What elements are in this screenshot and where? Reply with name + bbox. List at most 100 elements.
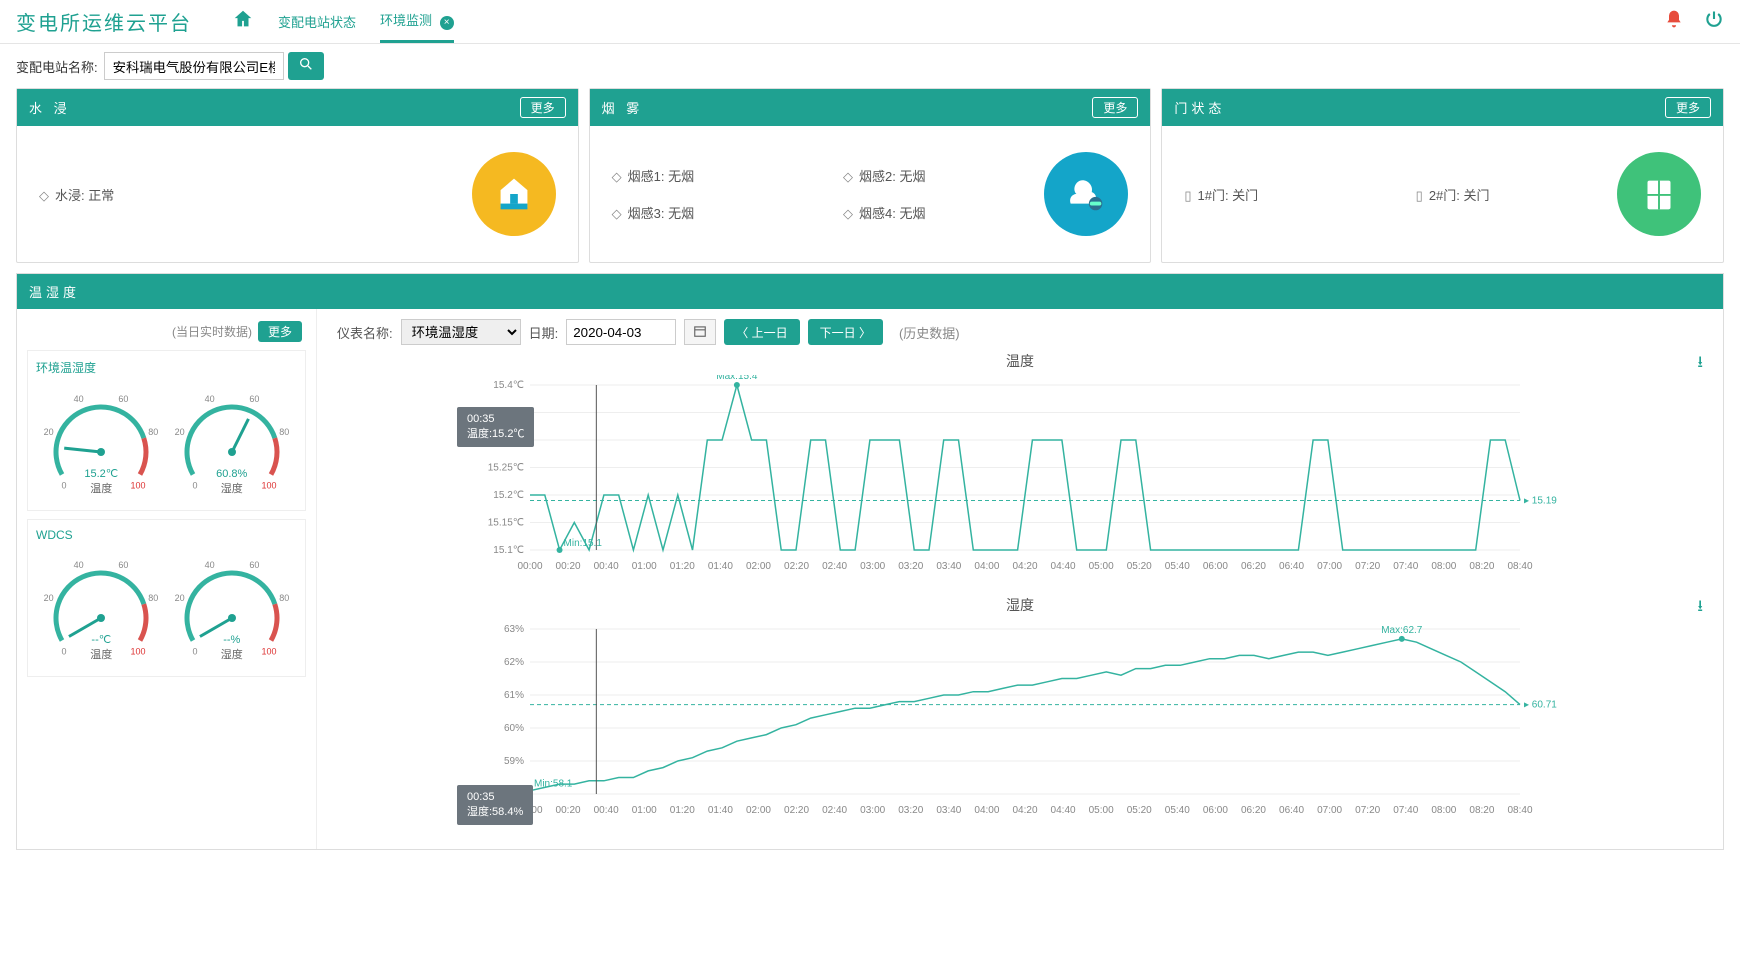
svg-text:04:40: 04:40: [1051, 805, 1076, 816]
svg-text:01:20: 01:20: [670, 805, 695, 816]
card-temp-humidity: 温湿度 (当日实时数据) 更多 环境温湿度 20406080 0 100 15.…: [16, 273, 1724, 850]
svg-text:15.4℃: 15.4℃: [493, 380, 524, 391]
topbar: 变电所运维云平台 变配电站状态 环境监测 ×: [0, 0, 1740, 44]
svg-text:60: 60: [119, 560, 129, 570]
card-smoke: 烟 雾 更多 ◇烟感1: 无烟 ◇烟感2: 无烟 ◇烟感3: 无烟 ◇烟感4: …: [589, 88, 1152, 263]
home-icon[interactable]: [232, 8, 254, 36]
svg-text:00:40: 00:40: [594, 805, 619, 816]
door-1: ▯1#门: 关门: [1184, 185, 1385, 204]
meter-select[interactable]: 环境温湿度: [401, 319, 521, 345]
svg-text:05:20: 05:20: [1127, 805, 1152, 816]
svg-text:07:20: 07:20: [1355, 805, 1380, 816]
chart-column: 仪表名称: 环境温湿度 日期: 〈 上一日 下一日 〉 (历史数据) 温度 ⭳ …: [317, 309, 1723, 849]
svg-text:06:00: 06:00: [1203, 805, 1228, 816]
svg-text:08:40: 08:40: [1507, 561, 1532, 572]
gauge-wdcs-title: WDCS: [36, 528, 297, 542]
hum-chart: 湿度 ⭳ 63%62%61%60%59%58%00:0000:2000:4001…: [337, 595, 1703, 819]
card-water-more[interactable]: 更多: [520, 97, 566, 118]
close-tab-icon[interactable]: ×: [440, 16, 454, 30]
tab-station-status[interactable]: 变配电站状态: [278, 2, 356, 41]
flame-icon: ◇: [843, 206, 853, 221]
svg-text:15.2℃: 15.2℃: [493, 490, 524, 501]
smoke-3: ◇烟感3: 无烟: [612, 203, 813, 222]
svg-text:00:00: 00:00: [517, 805, 542, 816]
gauge-more[interactable]: 更多: [258, 321, 302, 342]
gauge-env-temp: 20406080 0 100 15.2℃温度: [36, 382, 166, 502]
card-smoke-more[interactable]: 更多: [1092, 97, 1138, 118]
svg-text:07:00: 07:00: [1317, 805, 1342, 816]
gauge-wdcs-temp: 20406080 0 100 --℃温度: [36, 548, 166, 668]
svg-text:04:00: 04:00: [974, 805, 999, 816]
station-name-input[interactable]: [104, 52, 284, 80]
svg-text:02:40: 02:40: [822, 561, 847, 572]
svg-text:05:40: 05:40: [1165, 805, 1190, 816]
card-door-title: 门状态: [1174, 98, 1225, 117]
svg-text:Max:62.7: Max:62.7: [1381, 625, 1423, 636]
svg-text:02:40: 02:40: [822, 805, 847, 816]
svg-text:40: 40: [204, 560, 214, 570]
calendar-button[interactable]: [684, 319, 716, 345]
power-icon[interactable]: [1704, 9, 1724, 35]
svg-text:Max:15.4: Max:15.4: [716, 375, 758, 382]
svg-text:08:20: 08:20: [1469, 805, 1494, 816]
card-water-title: 水 浸: [29, 98, 71, 117]
svg-text:04:20: 04:20: [1012, 561, 1037, 572]
flame-icon: ◇: [612, 169, 622, 184]
download-icon[interactable]: ⭳: [1697, 595, 1703, 622]
svg-text:80: 80: [279, 593, 289, 603]
svg-text:02:20: 02:20: [784, 805, 809, 816]
svg-text:20: 20: [44, 427, 54, 437]
svg-text:00:00: 00:00: [517, 561, 542, 572]
svg-text:04:40: 04:40: [1051, 561, 1076, 572]
svg-text:Min:58.1: Min:58.1: [534, 779, 573, 790]
svg-text:60: 60: [249, 560, 259, 570]
svg-text:06:20: 06:20: [1241, 805, 1266, 816]
prev-day-button[interactable]: 〈 上一日: [724, 319, 799, 345]
hum-chart-title: 湿度: [337, 595, 1703, 615]
search-button[interactable]: [288, 52, 324, 80]
gauge-env-hum: 20406080 0 100 60.8%湿度: [167, 382, 297, 502]
svg-text:60: 60: [249, 394, 259, 404]
svg-text:03:20: 03:20: [898, 805, 923, 816]
station-name-label: 变配电站名称:: [16, 57, 98, 76]
svg-text:40: 40: [74, 394, 84, 404]
svg-text:59%: 59%: [504, 756, 524, 767]
svg-text:15.35℃: 15.35℃: [488, 408, 524, 419]
temp-chart-title: 温度: [337, 351, 1703, 371]
th-title: 温湿度: [29, 282, 80, 301]
svg-text:80: 80: [149, 593, 159, 603]
svg-text:80: 80: [149, 427, 159, 437]
svg-text:00:20: 00:20: [556, 805, 581, 816]
svg-text:▸ 15.19: ▸ 15.19: [1524, 496, 1557, 507]
gauge-column: (当日实时数据) 更多 环境温湿度 20406080 0 100 15.2℃温度…: [17, 309, 317, 849]
smoke-big-icon: [1044, 152, 1128, 236]
chart-controls: 仪表名称: 环境温湿度 日期: 〈 上一日 下一日 〉 (历史数据): [337, 319, 1703, 345]
door-icon: ▯: [1184, 188, 1191, 203]
card-door-more[interactable]: 更多: [1665, 97, 1711, 118]
realtime-label: (当日实时数据): [172, 323, 252, 340]
svg-text:15.3℃: 15.3℃: [493, 435, 524, 446]
svg-text:60: 60: [119, 394, 129, 404]
svg-text:02:00: 02:00: [746, 561, 771, 572]
meter-label: 仪表名称:: [337, 323, 393, 342]
svg-text:07:40: 07:40: [1393, 561, 1418, 572]
svg-text:20: 20: [174, 427, 184, 437]
svg-text:63%: 63%: [504, 624, 524, 635]
alert-bell-icon[interactable]: [1664, 9, 1684, 35]
svg-text:05:40: 05:40: [1165, 561, 1190, 572]
svg-text:02:00: 02:00: [746, 805, 771, 816]
svg-text:00:20: 00:20: [556, 561, 581, 572]
svg-text:01:40: 01:40: [708, 561, 733, 572]
svg-text:15.25℃: 15.25℃: [488, 463, 524, 474]
download-icon[interactable]: ⭳: [1697, 351, 1703, 378]
hum-chart-svg: 63%62%61%60%59%58%00:0000:2000:4001:0001…: [337, 619, 1703, 819]
svg-text:03:40: 03:40: [936, 805, 961, 816]
date-label: 日期:: [529, 323, 559, 342]
date-input[interactable]: [566, 319, 676, 345]
svg-text:06:40: 06:40: [1279, 805, 1304, 816]
svg-text:00:40: 00:40: [594, 561, 619, 572]
tab-env-monitor[interactable]: 环境监测 ×: [380, 0, 454, 43]
svg-text:01:00: 01:00: [632, 805, 657, 816]
next-day-button[interactable]: 下一日 〉: [808, 319, 883, 345]
card-door: 门状态 更多 ▯1#门: 关门 ▯2#门: 关门: [1161, 88, 1724, 263]
